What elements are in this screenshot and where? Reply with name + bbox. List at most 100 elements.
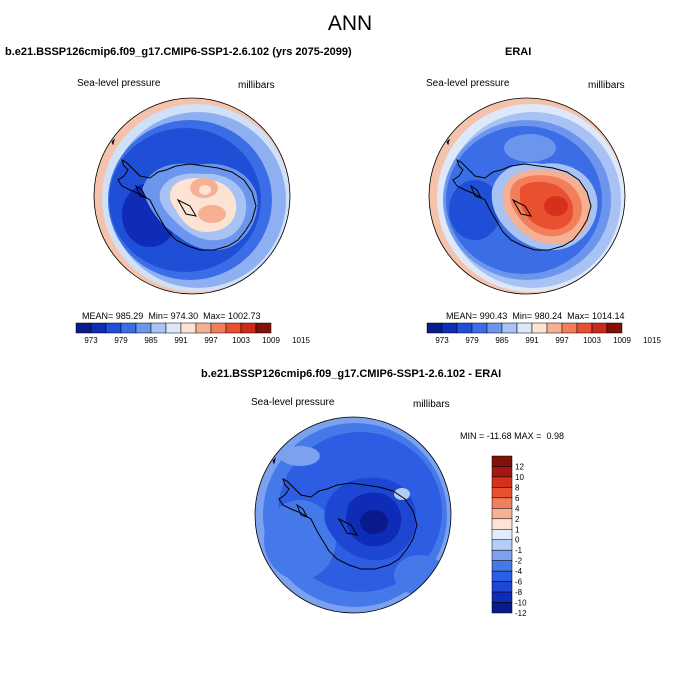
map1-antarctica-coastline [117,159,257,251]
colorbar3-cell-4 [491,497,513,509]
panel2-mean-value: 990.43 [479,311,508,321]
colorbar3-cell-10 [491,560,513,572]
colorbar2-cell-0 [426,322,443,334]
map2-high-core [544,196,568,216]
colorbar1-tick-label: 979 [114,336,128,345]
colorbar3-tick-label: -1 [515,546,523,555]
panel2-min-label: Min= [512,311,533,321]
colorbar3-tick-label: 6 [515,494,520,503]
colorbar2-cell-9 [561,322,578,334]
map3-pale-spot [394,488,410,500]
colorbar3-cell-14 [491,602,513,614]
panel2-mean-label: MEAN= [446,311,478,321]
map3-boundary [254,416,452,614]
colorbar2-tick-label: 973 [435,336,449,345]
panel3-min-label: MIN = [460,431,485,441]
colorbar3-tick-label: 10 [515,473,524,482]
panel1-max-label: Max= [203,311,226,321]
colorbar3-cell-5 [491,508,513,520]
panel3-units-label: millibars [413,399,450,410]
colorbar3-cell-11 [491,570,513,582]
colorbar3-tick-label: 8 [515,483,520,492]
colorbar2-cell-2 [456,322,473,334]
colorbar1: 973 979 985 991 997 1003 1009 1015 [75,322,310,345]
map1-low-north [160,134,220,166]
colorbar1-cell-3 [120,322,137,334]
map3-islands [272,457,308,518]
colorbar2: 973 979 985 991 997 1003 1009 1015 [426,322,661,345]
panel3-stats: MIN = -11.68 MAX = 0.98 [460,431,564,441]
colorbar1-cell-8 [195,322,212,334]
panel2-max-value: 1014.14 [591,311,625,321]
panel1-variable-label: Sea-level pressure [77,78,161,89]
map1-boundary [93,97,291,295]
colorbar1-tick-label: 1015 [292,336,310,345]
panel1-min-label: Min= [148,311,169,321]
colorbar3-tick-label: -10 [515,599,527,608]
panel2-title: ERAI [505,46,532,58]
panel3-variable-label: Sea-level pressure [251,397,335,408]
colorbar1-cell-9 [210,322,227,334]
map3-patch-west [264,500,336,580]
panel3-max-value: 0.98 [546,431,564,441]
colorbar2-cell-4 [486,322,503,334]
map2-field [429,98,625,294]
colorbar1-cell-10 [225,322,242,334]
map3-low-core [360,510,388,534]
colorbar1-tick-label: 1003 [232,336,250,345]
colorbar2-cell-11 [591,322,608,334]
panel3-max-label: MAX = [514,431,542,441]
panel2-variable-label: Sea-level pressure [426,78,510,89]
panel1-stats: MEAN= 985.29 Min= 974.30 Max= 1002.73 [82,311,260,321]
map1-field [94,98,290,294]
main-title: ANN [327,12,373,35]
colorbar1-cell-2 [105,322,122,334]
map3-antarctica-coastline [278,478,418,570]
panel2-units-label: millibars [588,80,625,91]
panel2-min-value: 980.24 [534,311,563,321]
colorbar1-tick-label: 985 [144,336,158,345]
colorbar3-cell-6 [491,518,513,530]
colorbar3-tick-label: -4 [515,567,523,576]
panel1-mean-label: MEAN= [82,311,114,321]
colorbar1-cell-5 [150,322,167,334]
colorbar3-tick-label: -8 [515,588,523,597]
colorbar3-cell-3 [491,487,513,499]
colorbar1-cell-1 [90,322,107,334]
colorbar3-tick-label: 0 [515,536,520,545]
colorbar2-tick-label: 1003 [583,336,601,345]
map2-islands [446,138,482,199]
colorbar2-cell-10 [576,322,593,334]
colorbar2-tick-label: 985 [495,336,509,345]
colorbar2-cell-8 [546,322,563,334]
colorbar3-tick-label: -6 [515,578,523,587]
colorbar3-tick-label: 4 [515,504,520,513]
colorbar3-cell-12 [491,581,513,593]
colorbar3-cell-13 [491,591,513,603]
colorbar3-tick-label: 1 [515,525,520,534]
panel1-title: b.e21.BSSP126cmip6.f09_g17.CMIP6-SSP1-2.… [5,46,352,58]
colorbar2-cell-7 [531,322,548,334]
colorbar2-cell-1 [441,322,458,334]
map1-high-core [199,185,211,195]
colorbar2-cell-6 [516,322,533,334]
colorbar3-cell-0 [491,455,513,467]
map2-boundary [428,97,626,295]
colorbar1-cell-12 [255,322,272,334]
colorbar3-tick-label: 12 [515,462,524,471]
colorbar2-tick-label: 997 [555,336,569,345]
map2-low-north [504,134,556,162]
colorbar2-tick-label: 1015 [643,336,661,345]
colorbar2-tick-label: 1009 [613,336,631,345]
panel2-stats: MEAN= 990.43 Min= 980.24 Max= 1014.14 [446,311,624,321]
colorbar3-cell-2 [491,476,513,488]
panel3-min-value: -11.68 [486,431,512,441]
colorbar3-tick-label: 2 [515,515,520,524]
map2-low-west [449,180,501,240]
colorbar3-tick-label: -2 [515,557,523,566]
map2-antarctica-coastline [452,159,592,251]
colorbar2-cell-5 [501,322,518,334]
map3-patch-southeast [394,555,446,595]
